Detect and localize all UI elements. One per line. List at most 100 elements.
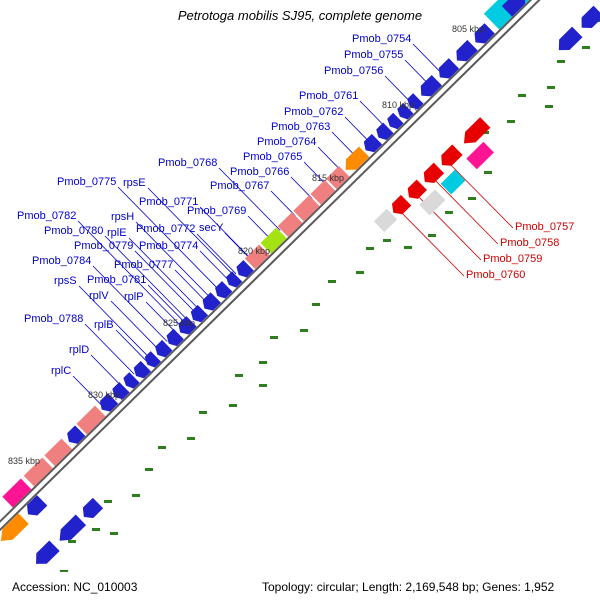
gene-label[interactable]: secY <box>199 222 224 234</box>
leader-line <box>290 176 313 200</box>
gene-label[interactable]: rplV <box>89 290 109 302</box>
leader-line <box>110 300 160 351</box>
gene-label[interactable]: Pmob_0768 <box>158 157 218 169</box>
leader-line <box>384 75 411 103</box>
position-label: 835 kbp <box>8 456 41 466</box>
gene-label[interactable]: rpsE <box>123 177 146 189</box>
gene-label[interactable]: Pmob_0771 <box>139 196 199 208</box>
leader-line <box>218 167 281 231</box>
status-bar: Accession: NC_010003 Topology: circular;… <box>0 572 600 600</box>
leader-line <box>134 250 197 314</box>
gene-label[interactable]: Pmob_0766 <box>230 166 290 178</box>
position-label: 825 kbp <box>163 318 196 328</box>
feature-dash <box>428 233 437 237</box>
gene-label[interactable]: rpsS <box>54 275 77 287</box>
position-label: 830 kbp <box>88 390 121 400</box>
feature-dash <box>234 373 243 377</box>
feature-dash <box>483 170 492 174</box>
feature-dash <box>258 383 267 387</box>
gene-label[interactable]: Pmob_0758 <box>500 237 560 249</box>
gene-label[interactable]: rplB <box>94 319 114 331</box>
feature-dash <box>131 494 140 498</box>
gene-label[interactable]: Pmob_0762 <box>284 106 344 118</box>
feature-dash <box>68 539 77 543</box>
leader-line <box>147 187 235 277</box>
gene-label[interactable]: Pmob_0779 <box>74 240 134 252</box>
feature-dash <box>365 247 374 251</box>
gene-label[interactable]: rpsH <box>111 211 135 223</box>
feature-dash <box>582 45 591 49</box>
feature-dash <box>327 280 336 284</box>
leader-line <box>115 329 148 362</box>
feature-dash <box>556 59 565 63</box>
feature-dash <box>545 104 554 108</box>
gene-label[interactable]: Pmob_0769 <box>187 205 247 217</box>
feature-dash <box>517 93 526 97</box>
leader-line <box>72 375 103 406</box>
gene-label[interactable]: Pmob_0759 <box>483 253 543 265</box>
position-label: 820 kbp <box>238 246 271 256</box>
feature-dash <box>110 532 119 536</box>
leader-line <box>331 131 357 157</box>
gene-label[interactable]: Pmob_0760 <box>466 269 526 281</box>
leader-line <box>344 116 371 143</box>
feature-dash <box>144 467 153 471</box>
gene-label[interactable]: Pmob_0757 <box>515 221 575 233</box>
feature-dash <box>403 246 412 250</box>
gene-label[interactable]: rplD <box>69 344 90 356</box>
feature-dash <box>229 403 238 407</box>
feature-dash <box>299 328 308 332</box>
position-label: 805 kbp <box>452 24 485 34</box>
gene-label[interactable]: Pmob_0782 <box>17 210 77 222</box>
gene-label[interactable]: Pmob_0780 <box>44 225 104 237</box>
leader-line <box>174 269 208 303</box>
leader-line <box>92 265 168 342</box>
feature-dash <box>187 436 196 440</box>
gene-label[interactable]: Pmob_0765 <box>243 151 303 163</box>
leader-line <box>270 190 296 217</box>
gene-label[interactable]: Pmob_0754 <box>352 33 412 45</box>
feature-dash <box>91 527 100 531</box>
gene-label[interactable]: Pmob_0775 <box>57 176 117 188</box>
gene-label[interactable]: Pmob_0788 <box>24 313 84 325</box>
gene-label[interactable]: Pmob_0784 <box>32 255 92 267</box>
gene-label[interactable]: Pmob_0777 <box>114 259 174 271</box>
leader-line <box>404 59 430 85</box>
feature-dash <box>506 119 515 123</box>
feature-dash <box>355 271 364 275</box>
gene-label[interactable]: Pmob_0767 <box>210 180 270 192</box>
gene-label[interactable]: Pmob_0774 <box>139 240 199 252</box>
gene-label[interactable]: rplP <box>124 291 144 303</box>
genome-summary-text: Topology: circular; Length: 2,169,548 bp… <box>262 580 555 594</box>
leader-line <box>77 220 183 328</box>
gene-label[interactable]: Pmob_0761 <box>299 90 359 102</box>
feature-dash <box>445 211 454 215</box>
position-label: 815 kbp <box>312 173 345 183</box>
feature-dash <box>467 197 476 201</box>
leader-line <box>401 212 465 277</box>
leader-line <box>434 179 499 245</box>
leader-line <box>196 233 237 275</box>
gene-label[interactable]: rplE <box>107 227 127 239</box>
position-label: 810 kbp <box>382 100 415 110</box>
gene-label[interactable]: Pmob_0756 <box>324 65 384 77</box>
leader-line <box>84 323 135 375</box>
feature-dash <box>258 361 267 365</box>
feature-dash <box>270 335 279 339</box>
gene-label[interactable]: Pmob_0755 <box>344 49 404 61</box>
gene-label[interactable]: rplC <box>51 365 72 377</box>
gene-label[interactable]: Pmob_0764 <box>257 136 317 148</box>
feature-dash <box>198 411 207 415</box>
genome-title: Petrotoga mobilis SJ95, complete genome <box>177 8 423 23</box>
leader-line <box>359 100 386 128</box>
feature-dash <box>547 85 556 89</box>
feature-dash <box>104 500 113 504</box>
feature-dash <box>382 239 391 243</box>
leader-line <box>104 235 189 322</box>
gene-label[interactable]: Pmob_0781 <box>87 274 147 286</box>
gene-label[interactable]: Pmob_0772 <box>136 223 196 235</box>
leader-line <box>128 237 200 311</box>
leader-line <box>135 221 212 299</box>
gene-label[interactable]: Pmob_0763 <box>271 121 331 133</box>
